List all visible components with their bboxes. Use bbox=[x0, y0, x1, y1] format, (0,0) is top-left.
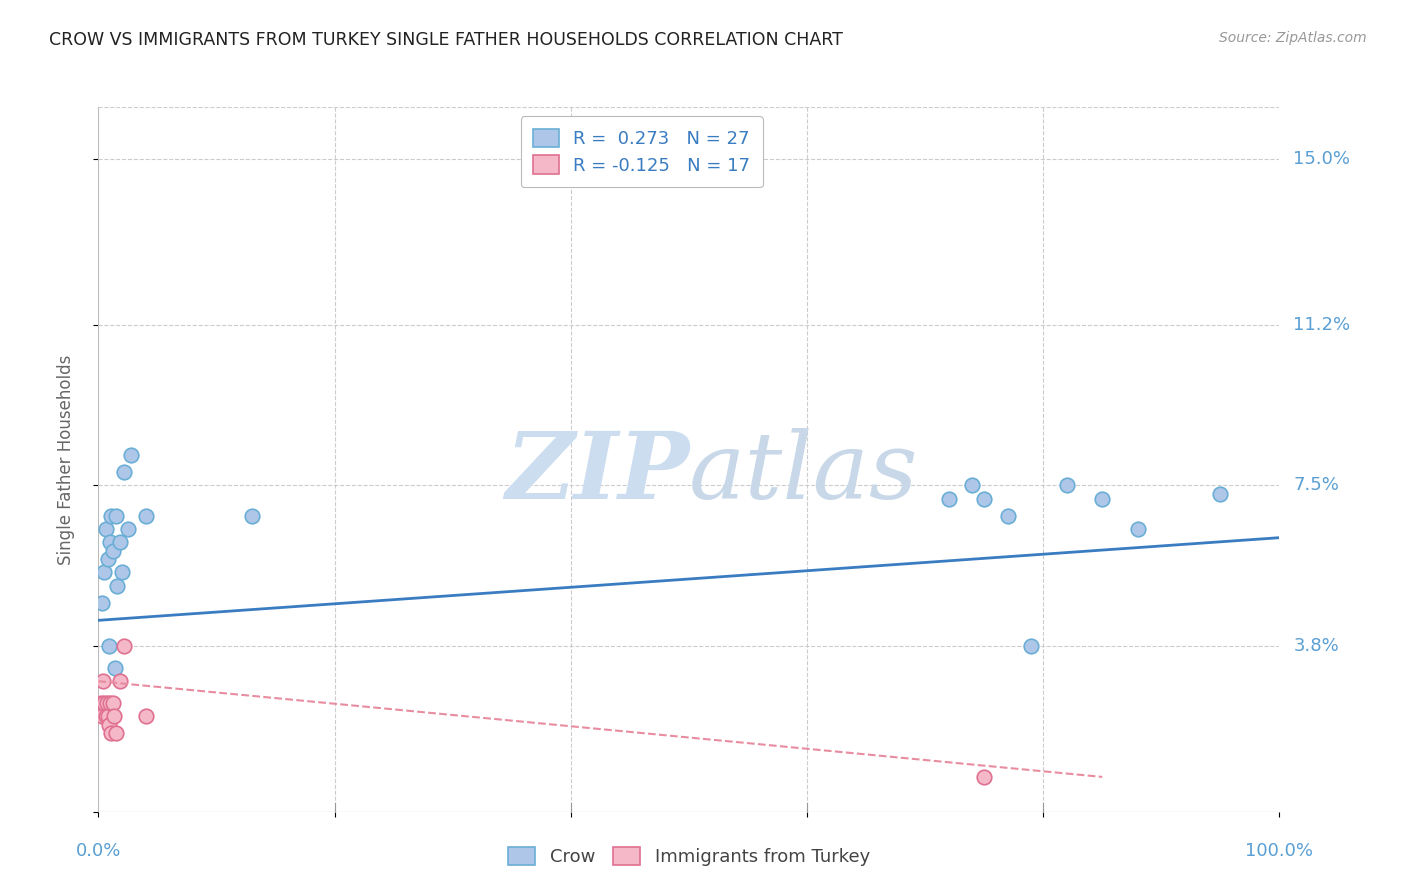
Text: CROW VS IMMIGRANTS FROM TURKEY SINGLE FATHER HOUSEHOLDS CORRELATION CHART: CROW VS IMMIGRANTS FROM TURKEY SINGLE FA… bbox=[49, 31, 844, 49]
Point bbox=[104, 661, 127, 675]
Point bbox=[108, 535, 131, 549]
Point bbox=[1126, 522, 1149, 536]
Point bbox=[135, 709, 157, 723]
Point bbox=[100, 726, 122, 740]
Point bbox=[1091, 491, 1114, 506]
Point bbox=[997, 508, 1019, 523]
Text: Source: ZipAtlas.com: Source: ZipAtlas.com bbox=[1219, 31, 1367, 45]
Point bbox=[91, 674, 114, 689]
Text: atlas: atlas bbox=[689, 428, 918, 518]
Y-axis label: Single Father Households: Single Father Households bbox=[56, 354, 75, 565]
Point bbox=[135, 508, 157, 523]
Point bbox=[938, 491, 960, 506]
Text: 3.8%: 3.8% bbox=[1294, 638, 1339, 656]
Point bbox=[97, 709, 120, 723]
Point bbox=[240, 508, 263, 523]
Point bbox=[112, 640, 135, 654]
Point bbox=[100, 508, 122, 523]
Point bbox=[96, 696, 118, 710]
Point bbox=[98, 696, 121, 710]
Point bbox=[111, 566, 134, 580]
Text: 0.0%: 0.0% bbox=[76, 842, 121, 860]
Text: 15.0%: 15.0% bbox=[1294, 150, 1350, 169]
Point bbox=[103, 709, 125, 723]
Point bbox=[962, 478, 984, 492]
Point bbox=[98, 535, 121, 549]
Point bbox=[108, 674, 131, 689]
Point bbox=[973, 770, 995, 784]
Point bbox=[105, 726, 128, 740]
Point bbox=[121, 448, 143, 462]
Point bbox=[105, 578, 128, 592]
Point bbox=[94, 709, 117, 723]
Point bbox=[91, 596, 114, 610]
Point bbox=[112, 466, 135, 480]
Point bbox=[1056, 478, 1078, 492]
Point bbox=[97, 552, 120, 566]
Point bbox=[90, 696, 112, 710]
Text: 7.5%: 7.5% bbox=[1294, 476, 1340, 494]
Point bbox=[91, 709, 114, 723]
Point bbox=[98, 717, 121, 731]
Point bbox=[94, 522, 117, 536]
Text: ZIP: ZIP bbox=[505, 428, 689, 518]
Point bbox=[93, 696, 115, 710]
Point bbox=[98, 640, 121, 654]
Point bbox=[101, 543, 124, 558]
Text: 11.2%: 11.2% bbox=[1294, 316, 1351, 334]
Point bbox=[117, 522, 139, 536]
Text: 100.0%: 100.0% bbox=[1246, 842, 1313, 860]
Point bbox=[93, 566, 115, 580]
Point bbox=[101, 696, 124, 710]
Point bbox=[1021, 640, 1043, 654]
Point bbox=[973, 491, 995, 506]
Point bbox=[1209, 487, 1232, 501]
Point bbox=[105, 508, 128, 523]
Legend: Crow, Immigrants from Turkey: Crow, Immigrants from Turkey bbox=[501, 839, 877, 873]
